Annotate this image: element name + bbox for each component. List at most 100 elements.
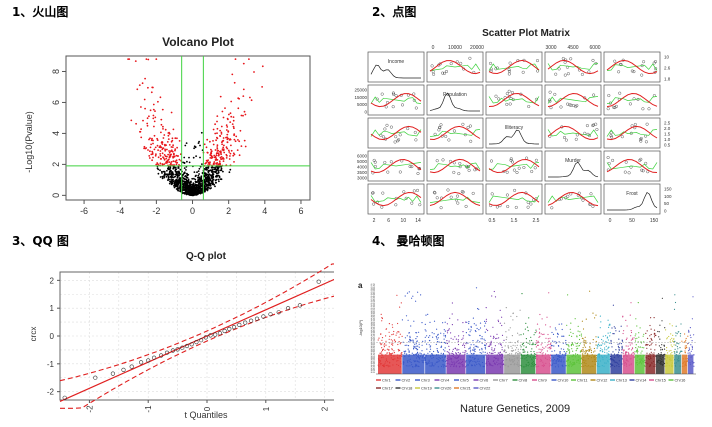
volcano-sig-point: [230, 100, 233, 103]
volcano-sig-point: [174, 149, 176, 152]
manhattan-point: [522, 351, 524, 353]
spm-point: [548, 90, 552, 94]
manhattan-ytick-label: 9.55: [371, 325, 376, 327]
volcano-point: [165, 174, 167, 176]
spm-point: [392, 92, 396, 96]
manhattan-point: [614, 327, 616, 329]
manhattan-point: [405, 315, 408, 317]
manhattan-point: [516, 344, 518, 346]
manhattan-point: [492, 352, 494, 354]
volcano-sig-point: [175, 159, 178, 162]
spm-linear-fit: [429, 63, 481, 71]
manhattan-point: [443, 333, 445, 335]
manhattan-point: [381, 351, 383, 353]
volcano-sig-point: [206, 138, 209, 141]
volcano-point: [210, 182, 213, 185]
qq-ytick-label: 2: [50, 276, 55, 285]
manhattan-point: [431, 353, 433, 355]
manhattan-point: [584, 342, 587, 344]
manhattan-point: [630, 302, 632, 304]
manhattan-point: [679, 351, 681, 353]
manhattan-point: [497, 319, 499, 321]
spm-right-tick: 50: [664, 201, 670, 206]
volcano-point: [228, 171, 231, 174]
manhattan-point: [399, 349, 401, 351]
manhattan-point: [639, 346, 641, 348]
manhattan-point: [459, 353, 461, 355]
volcano-sig-point: [144, 77, 146, 80]
qq-ylabel: crcx: [29, 327, 38, 342]
manhattan-point: [380, 344, 382, 346]
manhattan-point: [602, 340, 604, 342]
volcano-sig-point: [166, 141, 169, 143]
volcano-sig-point: [173, 155, 176, 158]
spm-point: [455, 194, 459, 198]
volcano-sig-point: [239, 129, 242, 132]
volcano-sig-point: [166, 161, 169, 163]
manhattan-point: [433, 333, 435, 335]
manhattan-ytick-label: 0.50: [371, 292, 376, 294]
manhattan-point: [572, 350, 574, 352]
volcano-sig-point: [231, 73, 234, 76]
manhattan-point: [521, 344, 523, 346]
volcano-point: [183, 167, 186, 170]
qq-point: [286, 306, 291, 311]
volcano-sig-point: [222, 139, 225, 142]
manhattan-point: [543, 333, 545, 335]
volcano-point: [205, 179, 208, 181]
manhattan-point: [666, 349, 668, 352]
volcano-point: [190, 180, 192, 183]
manhattan-point: [448, 345, 450, 347]
volcano-point: [163, 176, 166, 179]
manhattan-point: [633, 353, 635, 355]
manhattan-point: [559, 351, 561, 353]
volcano-sig-point: [216, 146, 219, 148]
manhattan-point: [640, 352, 642, 354]
volcano-point: [190, 189, 193, 192]
volcano-point: [210, 187, 213, 189]
volcano-sig-point: [147, 58, 150, 61]
manhattan-point: [421, 322, 423, 324]
volcano-point: [193, 147, 196, 150]
manhattan-point: [580, 350, 582, 352]
volcano-sig-point: [168, 161, 171, 164]
manhattan-point: [547, 347, 549, 349]
volcano-sig-point: [210, 157, 213, 159]
spm-point: [505, 102, 509, 106]
manhattan-point: [629, 314, 631, 316]
manhattan-point: [604, 351, 606, 353]
manhattan-point: [509, 353, 511, 355]
manhattan-point: [580, 335, 583, 337]
volcano-point: [179, 168, 182, 171]
manhattan-point: [690, 336, 692, 339]
manhattan-point: [457, 352, 459, 354]
qq-point: [110, 371, 115, 376]
spm-point: [473, 168, 477, 172]
manhattan-point: [508, 329, 510, 331]
manhattan-point: [488, 345, 490, 347]
spm-point: [533, 166, 537, 170]
volcano-sig-point: [141, 82, 144, 85]
manhattan-point: [637, 302, 639, 304]
manhattan-point: [485, 345, 487, 347]
manhattan-point: [560, 348, 562, 350]
manhattan-point: [464, 352, 466, 354]
qq-point: [249, 318, 254, 323]
volcano-point: [161, 175, 164, 178]
volcano-sig-point: [219, 135, 222, 137]
spm-right-tick: 1.0: [664, 137, 671, 142]
manhattan-point: [582, 347, 584, 349]
manhattan-point: [650, 344, 652, 346]
spm-point: [559, 105, 563, 109]
manhattan-point: [391, 349, 393, 351]
qq-point: [316, 279, 321, 284]
manhattan-point: [608, 350, 610, 352]
manhattan-chrom-band: [485, 354, 504, 374]
qq-point: [180, 345, 185, 350]
spm-left-tick: 5000: [357, 102, 368, 107]
manhattan-point: [473, 352, 475, 354]
volcano-point: [210, 169, 213, 172]
manhattan-point: [680, 350, 682, 352]
manhattan-point: [386, 352, 388, 354]
volcano-sig-point: [212, 143, 215, 146]
